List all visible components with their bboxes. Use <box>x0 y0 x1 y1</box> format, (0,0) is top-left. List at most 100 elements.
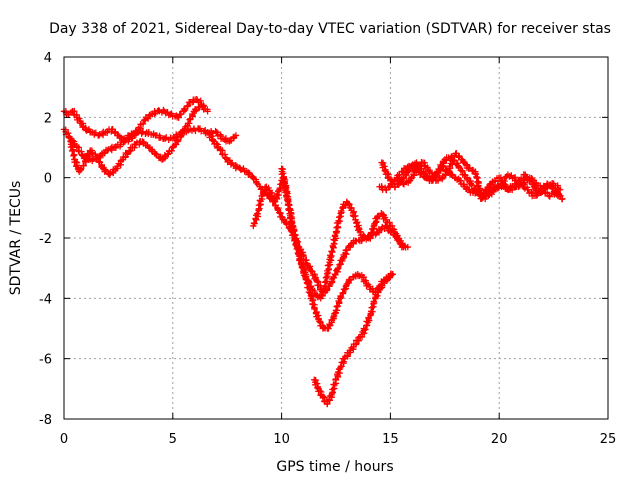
data-point <box>204 108 211 115</box>
trace-marker <box>85 151 93 158</box>
series-track-3 <box>67 102 211 178</box>
trace-marker <box>455 163 463 170</box>
trace-marker <box>330 313 337 321</box>
trace-marker <box>456 152 463 160</box>
trace-marker <box>254 210 261 217</box>
trace-marker <box>69 147 76 154</box>
data-point <box>556 186 564 193</box>
data-point <box>389 271 396 278</box>
series-track-2 <box>60 96 207 145</box>
trace-marker <box>549 185 556 192</box>
y-tick-label: 4 <box>44 51 52 66</box>
trace-marker <box>214 144 221 152</box>
trace-marker <box>221 151 229 158</box>
data-point <box>467 180 475 187</box>
trace-marker <box>181 106 189 114</box>
trace-marker <box>540 182 547 190</box>
data-points <box>60 96 566 408</box>
trace-marker <box>174 136 181 144</box>
x-tick-label: 20 <box>491 432 508 447</box>
trace-marker <box>440 163 447 171</box>
data-point <box>232 132 240 139</box>
data-point <box>369 225 377 233</box>
trace-marker <box>362 326 369 333</box>
trace-marker <box>95 158 103 165</box>
trace-marker <box>305 279 313 286</box>
x-tick-labels: 0 5 10 15 20 25 <box>60 432 616 447</box>
x-tick-label: 0 <box>60 432 68 447</box>
trace-marker <box>70 152 77 160</box>
data-point <box>556 192 564 199</box>
trace-marker <box>337 293 345 301</box>
trace-marker <box>339 289 346 297</box>
trace-marker <box>292 240 300 248</box>
trace-marker <box>526 177 534 184</box>
trace-marker <box>502 181 509 188</box>
axis-ticks <box>63 56 609 420</box>
y-tick-label: -2 <box>39 232 52 247</box>
trace-marker <box>274 205 281 213</box>
trace-marker <box>320 324 328 331</box>
trace-marker <box>393 233 401 241</box>
trace-marker <box>450 157 457 164</box>
chart-title: Day 338 of 2021, Sidereal Day-to-day VTE… <box>49 21 611 37</box>
y-tick-label: 0 <box>44 172 52 187</box>
y-tick-label: -4 <box>39 292 52 307</box>
trace-marker <box>523 173 530 180</box>
trace-marker <box>168 147 175 155</box>
trace-marker <box>78 148 85 155</box>
series-track-6 <box>278 165 407 302</box>
trace-marker <box>366 233 373 241</box>
trace-marker <box>101 168 108 175</box>
trace-marker <box>391 184 399 191</box>
trace-marker <box>331 381 338 389</box>
data-point <box>400 243 407 251</box>
trace-marker <box>181 126 188 134</box>
grid-lines <box>64 57 608 419</box>
trace-marker <box>173 141 180 148</box>
trace-marker <box>302 273 310 280</box>
trace-marker <box>480 190 487 197</box>
trace-marker <box>326 252 334 259</box>
y-tick-label: -6 <box>39 353 52 368</box>
x-tick-label: 15 <box>382 432 399 447</box>
y-tick-label: -8 <box>39 413 52 428</box>
trace-marker <box>245 171 252 178</box>
trace-marker <box>212 127 219 135</box>
data-point <box>439 162 446 169</box>
trace-marker <box>208 133 215 140</box>
trace-marker <box>367 229 375 236</box>
trace-marker <box>162 135 169 142</box>
trace-marker <box>524 186 532 193</box>
y-axis-label: SDTVAR / TECUs <box>8 181 24 296</box>
x-tick-label: 10 <box>273 432 290 447</box>
trace-marker <box>415 161 423 169</box>
trace-marker <box>343 246 351 254</box>
trace-marker <box>160 106 167 114</box>
trace-marker <box>169 144 176 151</box>
trace-marker <box>334 265 342 272</box>
trace-marker <box>284 197 291 204</box>
trace-marker <box>297 260 305 268</box>
trace-marker <box>217 131 224 138</box>
data-point <box>465 165 472 172</box>
trace-marker <box>293 245 300 253</box>
trace-marker <box>168 110 175 117</box>
trace-marker <box>280 174 287 182</box>
trace-marker <box>112 128 119 136</box>
data-point <box>141 117 148 124</box>
data-point <box>152 150 159 157</box>
trace-marker <box>174 137 182 144</box>
trace-marker <box>511 174 519 181</box>
trace-marker <box>466 186 473 193</box>
trace-marker <box>468 181 476 189</box>
trace-marker <box>191 106 199 113</box>
trace-marker <box>333 303 341 310</box>
series-track-10 <box>378 159 564 199</box>
trace-marker <box>139 120 147 128</box>
trace-marker <box>186 116 193 123</box>
trace-marker <box>397 179 404 186</box>
trace-marker <box>175 114 182 121</box>
